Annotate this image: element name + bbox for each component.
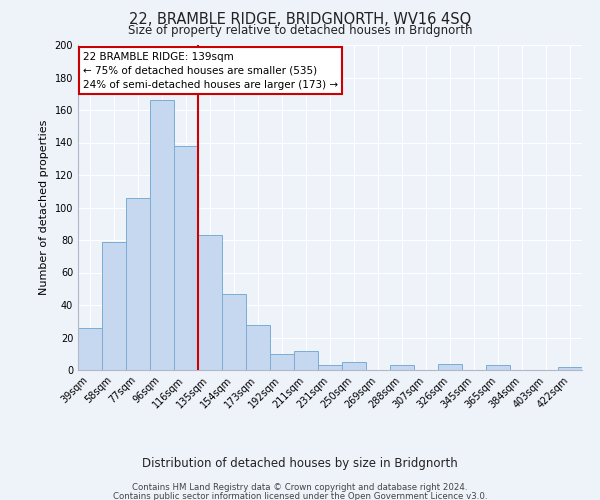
Bar — [486, 365, 510, 370]
Bar — [318, 365, 342, 370]
Bar — [102, 242, 126, 370]
Text: Size of property relative to detached houses in Bridgnorth: Size of property relative to detached ho… — [128, 24, 472, 37]
Bar — [390, 365, 414, 370]
Bar — [438, 364, 462, 370]
Bar — [294, 350, 318, 370]
Bar — [78, 328, 102, 370]
Text: 22 BRAMBLE RIDGE: 139sqm
← 75% of detached houses are smaller (535)
24% of semi-: 22 BRAMBLE RIDGE: 139sqm ← 75% of detach… — [83, 52, 338, 90]
Text: Contains HM Land Registry data © Crown copyright and database right 2024.: Contains HM Land Registry data © Crown c… — [132, 484, 468, 492]
Bar — [150, 100, 174, 370]
Text: Contains public sector information licensed under the Open Government Licence v3: Contains public sector information licen… — [113, 492, 487, 500]
Y-axis label: Number of detached properties: Number of detached properties — [39, 120, 49, 295]
Bar — [222, 294, 246, 370]
Bar — [558, 367, 582, 370]
Text: Distribution of detached houses by size in Bridgnorth: Distribution of detached houses by size … — [142, 458, 458, 470]
Bar — [270, 354, 294, 370]
Bar — [342, 362, 366, 370]
Bar — [198, 235, 222, 370]
Bar — [246, 324, 270, 370]
Text: 22, BRAMBLE RIDGE, BRIDGNORTH, WV16 4SQ: 22, BRAMBLE RIDGE, BRIDGNORTH, WV16 4SQ — [129, 12, 471, 28]
Bar — [174, 146, 198, 370]
Bar — [126, 198, 150, 370]
